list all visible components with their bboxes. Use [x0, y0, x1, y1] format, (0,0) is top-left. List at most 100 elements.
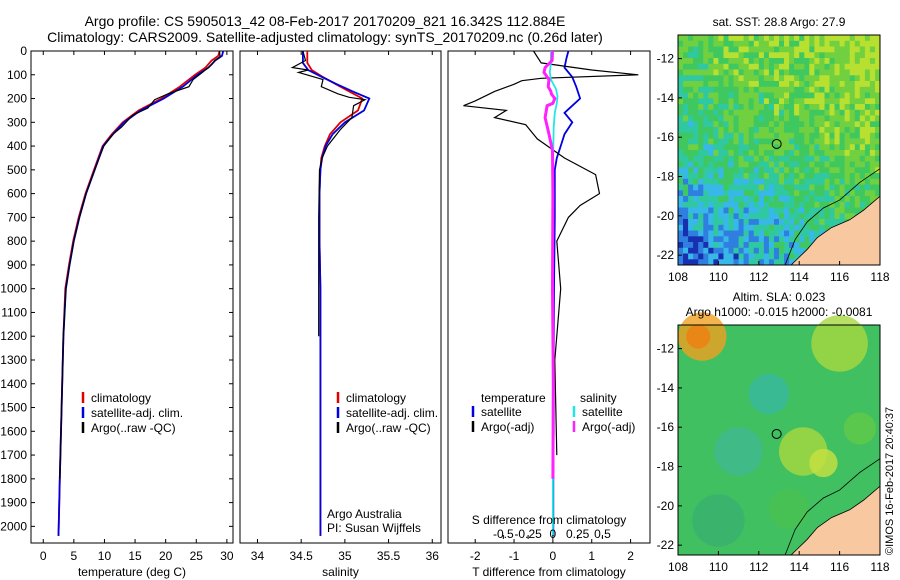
xtick-label: 34 [251, 549, 265, 563]
xtick-label: 20 [159, 549, 173, 563]
sla-map-title: Altim. SLA: 0.023 [733, 290, 826, 304]
xtick-label: 114 [790, 270, 809, 284]
legend-label: satellite-adj. clim. [91, 406, 183, 420]
series-line-difference-3 [542, 50, 557, 479]
ytick-label: -20 [657, 499, 675, 513]
argo-position-marker [771, 138, 782, 149]
legend-label: Argo(..raw -QC) [91, 421, 176, 435]
ytick-label: 1600 [0, 424, 27, 438]
xtick-label: 116 [830, 270, 849, 284]
s-tick-label: 0 [550, 527, 557, 541]
ytick-label: 800 [7, 234, 27, 248]
ytick-label: -20 [657, 209, 675, 223]
legend-label: satellite-adj. clim. [346, 406, 438, 420]
ytick-label: -22 [657, 538, 675, 552]
ytick-label: -18 [657, 460, 675, 474]
ytick-label: 1500 [0, 401, 27, 415]
ytick-label: 900 [7, 258, 27, 272]
series-line-temperature-2 [59, 50, 221, 479]
legend-header-salinity: salinity [580, 391, 617, 405]
ytick-label: 1400 [0, 377, 27, 391]
ytick-label: 2000 [0, 519, 27, 533]
panel-temperature-frame [30, 50, 234, 544]
xtick-label: 2 [627, 549, 634, 563]
x-axis-label: temperature (deg C) [78, 565, 186, 579]
legend-label: Argo(..raw -QC) [346, 421, 431, 435]
sla-map-subtitle: Argo h1000: -0.015 h2000: -0.0081 [686, 305, 873, 319]
xtick-label: 0 [550, 549, 557, 563]
sst-map-title: sat. SST: 28.8 Argo: 27.9 [713, 15, 846, 29]
xtick-label: 118 [870, 270, 889, 284]
contour-sla_map [784, 458, 881, 556]
annotation-argo-australia: Argo Australia [327, 507, 402, 521]
ytick-label: 1100 [1, 305, 27, 319]
series-line-salinity-2 [290, 50, 367, 337]
xtick-label: 25 [190, 549, 204, 563]
legend-label: climatology [346, 391, 406, 405]
xtick-label: 110 [709, 560, 728, 574]
land-sla_map [790, 485, 881, 556]
series-line-difference-1 [463, 50, 639, 456]
xtick-label: 112 [749, 560, 768, 574]
ytick-label: 600 [7, 187, 27, 201]
xtick-label: 35 [338, 549, 352, 563]
annotation-pi: PI: Susan Wijffels [327, 521, 421, 535]
xtick-label: 15 [128, 549, 142, 563]
ytick-label: 700 [7, 210, 27, 224]
xtick-label: 10 [98, 549, 112, 563]
figure-title-line2: Climatology: CARS2009. Satellite-adjuste… [47, 29, 603, 45]
xtick-label: 108 [668, 270, 688, 284]
legend-label: Argo(-adj) [582, 420, 635, 434]
xtick-label: 34.5 [289, 549, 313, 563]
land-sst_map [790, 195, 881, 266]
series-line-salinity-1 [301, 51, 371, 536]
xtick-label: 36 [426, 549, 440, 563]
ytick-label: -22 [657, 248, 675, 262]
ytick-label: 1200 [0, 329, 27, 343]
s-tick-label: 0.5 [594, 527, 611, 541]
legend-header-temperature: temperature [481, 391, 546, 405]
ytick-label: 400 [7, 139, 27, 153]
xtick-label: 0 [40, 549, 47, 563]
s-tick-label: 0.25 [566, 527, 590, 541]
xtick-label: 110 [709, 270, 728, 284]
ytick-label: 200 [7, 92, 27, 106]
argo-position-marker [771, 428, 782, 439]
xtick-label: 1 [588, 549, 595, 563]
ytick-label: 300 [7, 115, 27, 129]
x-axis-label: T difference from climatology [472, 565, 626, 579]
ytick-label: 1800 [0, 472, 27, 486]
x-axis-label: salinity [322, 565, 359, 579]
xtick-label: -1 [509, 549, 520, 563]
s-tick-label: -0.25 [514, 527, 542, 541]
xtick-label: 112 [749, 270, 768, 284]
figure-title-line1: Argo profile: CS 5905013_42 08-Feb-2017 … [84, 13, 566, 29]
map-sst_map-frame [677, 34, 881, 266]
ytick-label: 100 [7, 68, 27, 82]
xtick-label: 30 [220, 549, 234, 563]
xtick-label: 5 [71, 549, 78, 563]
xtick-label: 35.5 [377, 549, 401, 563]
panel-salinity-frame [239, 50, 442, 544]
ytick-label: 1000 [0, 282, 27, 296]
s-tick-label: -0.5 [493, 527, 514, 541]
s-axis-label: S difference from climatology [472, 513, 627, 527]
map-sst_map-field [678, 35, 881, 266]
ytick-label: 1900 [0, 496, 27, 510]
ytick-label: -16 [657, 130, 675, 144]
ytick-label: -12 [657, 342, 675, 356]
xtick-label: 114 [790, 560, 809, 574]
xtick-label: -2 [470, 549, 481, 563]
ytick-label: -14 [657, 91, 675, 105]
legend-label: satellite [481, 405, 522, 419]
map-sla_map-frame [677, 324, 881, 556]
ytick-label: 0 [20, 44, 27, 58]
ytick-label: 1300 [0, 353, 27, 367]
ytick-label: -12 [657, 52, 675, 66]
ytick-label: -14 [657, 381, 675, 395]
ytick-label: 1700 [0, 448, 27, 462]
legend-label: satellite [582, 405, 623, 419]
ytick-label: -18 [657, 170, 675, 184]
contour-sst_map [784, 168, 881, 266]
